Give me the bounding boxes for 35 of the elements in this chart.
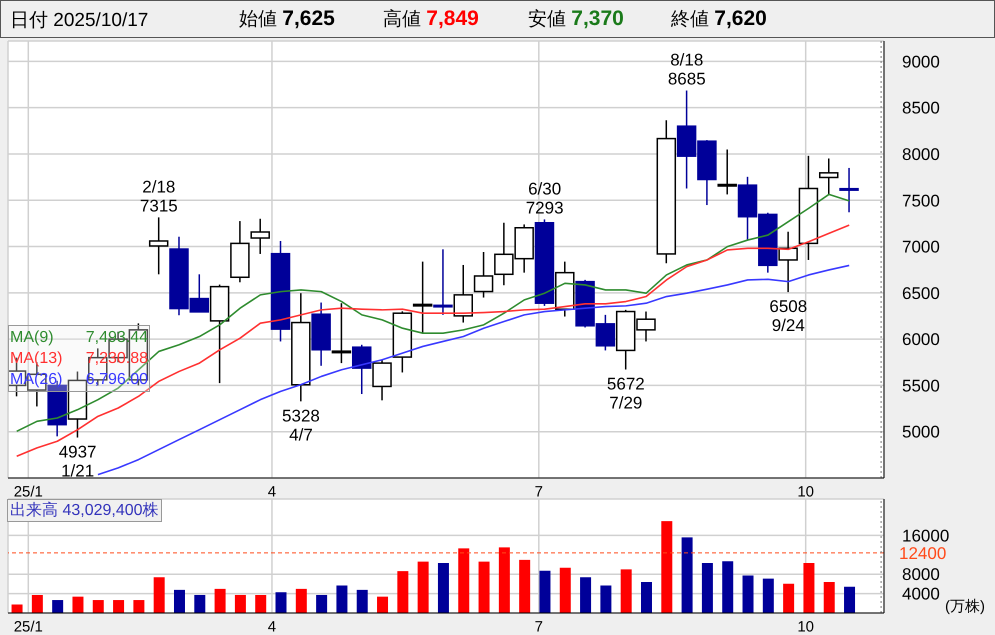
text: 始値 7,625 [239, 7, 335, 30]
annotation: 2/18 7315 [140, 177, 178, 216]
y-tick-label: 6500 [902, 284, 940, 303]
x-tick-label: 4 [268, 618, 276, 635]
x-tick-label: 7 [534, 484, 543, 501]
annotation: 6508 9/24 [769, 297, 808, 336]
x-tick-label: 25/1 [14, 484, 43, 501]
y-tick-label: 5500 [902, 376, 940, 396]
chart-title: 出来高 43,029,400株 [7, 499, 162, 522]
annotation: 5672 7/29 [606, 374, 645, 412]
text: 安値 7,370 [528, 7, 624, 30]
annotation: 5328 4/7 [282, 406, 320, 444]
x-tick-label: 25/1 [14, 618, 43, 635]
y-tick-label: 5000 [902, 422, 940, 442]
y-tick-label: 8500 [902, 98, 940, 118]
y-tick-label: 6000 [902, 330, 940, 350]
text: 高値 7,849 [383, 7, 479, 30]
x-tick-label: 4 [268, 484, 276, 501]
annotation: 4937 1/21 [58, 442, 97, 481]
annotation: 6/30 7293 [526, 179, 564, 218]
x-tick-label: 10 [797, 618, 814, 635]
y-tick-label: 7000 [902, 238, 940, 257]
y-tick-label: 16000 [902, 526, 950, 546]
y-tick-label: 8000 [902, 144, 940, 164]
x-tick-label: 7 [534, 618, 543, 635]
chart-title: 日付 2025/10/17 [10, 9, 148, 33]
y-tick-label: 9000 [902, 52, 940, 72]
text: 終値 7,620 [671, 7, 767, 30]
y-axis-title: (万株) [945, 598, 985, 615]
annotation: 8/18 8685 [668, 50, 706, 89]
y-tick-label: 7500 [902, 191, 940, 210]
y-tick-label: 8000 [902, 565, 940, 584]
y-tick-label: 4000 [902, 584, 940, 604]
ref-line-label: 12400 [899, 544, 946, 563]
x-tick-label: 10 [797, 484, 814, 501]
